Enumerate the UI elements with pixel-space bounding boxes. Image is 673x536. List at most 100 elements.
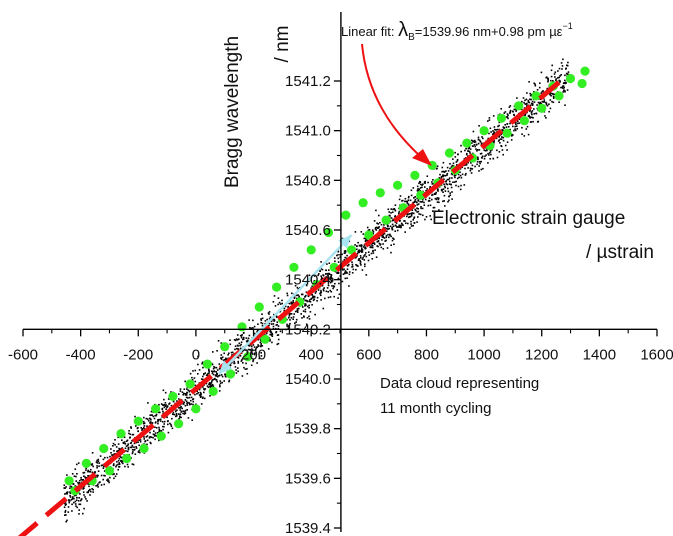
cloud-point [184, 380, 186, 383]
cloud-point [161, 407, 164, 410]
cloud-point [484, 149, 487, 152]
cloud-point [103, 474, 105, 477]
cloud-point [243, 348, 246, 350]
cloud-point [188, 396, 191, 399]
cloud-point [78, 503, 80, 506]
cloud-point [468, 150, 471, 153]
cloud-point [275, 316, 278, 318]
cloud-point [113, 463, 115, 465]
cloud-point [286, 294, 289, 297]
cloud-point [443, 200, 445, 202]
x-tick-label: 600 [356, 346, 381, 363]
cloud-point [475, 148, 477, 150]
cloud-point [479, 139, 481, 142]
cloud-point [297, 294, 299, 296]
x-tick-label: -200 [123, 346, 153, 363]
cloud-point [374, 228, 377, 230]
cloud-point [269, 330, 271, 333]
cloud-point [64, 502, 66, 505]
cloud-point [374, 249, 376, 251]
cloud-point [379, 221, 381, 224]
cloud-point [419, 183, 422, 186]
cloud-point [187, 397, 189, 399]
cloud-point [410, 189, 413, 192]
cloud-point [311, 285, 313, 288]
cloud-point [112, 464, 115, 466]
cloud-point [470, 139, 473, 142]
cloud-point [432, 182, 435, 185]
cloud-point [443, 174, 445, 177]
cloud-point [485, 154, 487, 156]
cloud-point [271, 341, 273, 344]
cloud-point [474, 139, 476, 142]
cloud-point [320, 291, 322, 294]
cloud-point [268, 313, 270, 315]
cloud-point [478, 125, 480, 127]
cloud-point [442, 200, 444, 203]
cloud-point [256, 329, 259, 332]
cloud-point [496, 156, 499, 159]
envelope-point [254, 302, 264, 312]
cloud-point [471, 168, 474, 170]
cloud-point [243, 331, 245, 334]
cloud-point [468, 147, 471, 149]
cloud-point [413, 212, 415, 215]
cloud-point [64, 487, 66, 489]
cloud-point [211, 380, 213, 382]
cloud-point [283, 307, 286, 310]
cloud-point [189, 393, 191, 396]
cloud-point [509, 128, 511, 131]
cloud-point [188, 402, 191, 404]
cloud-point [329, 278, 332, 281]
cloud-point [64, 504, 67, 506]
cloud-point [186, 401, 189, 404]
cloud-point [305, 304, 307, 307]
cloud-point [432, 210, 434, 212]
y-tick-label: 1540.6 [285, 222, 331, 239]
cloud-point [452, 158, 454, 160]
cloud-point [329, 281, 332, 284]
cloud-point [211, 372, 214, 375]
cloud-point [321, 277, 323, 279]
cloud-point [410, 213, 413, 216]
envelope-point [208, 386, 218, 396]
cloud-point [387, 228, 389, 230]
cloud-point [395, 222, 398, 224]
cloud-point [124, 447, 127, 450]
cloud-point [514, 128, 516, 130]
cloud-point [500, 145, 503, 148]
cloud-point [257, 344, 259, 346]
cloud-point [479, 141, 482, 143]
envelope-point [364, 230, 374, 240]
y-tick-label: 1539.6 [285, 470, 331, 487]
cloud-point [479, 162, 481, 165]
cloud-point [370, 246, 373, 249]
cloud-point [390, 217, 393, 219]
cloud-point [135, 441, 138, 444]
cloud-point [566, 89, 569, 91]
envelope-point [289, 262, 299, 272]
cloud-point [522, 97, 525, 99]
cloud-point [170, 425, 173, 427]
cloud-point [557, 70, 559, 72]
cloud-point [196, 393, 198, 395]
cloud-point [307, 305, 309, 308]
cloud-point [420, 206, 422, 208]
cloud-point [268, 324, 270, 327]
cloud-point [343, 250, 346, 252]
cloud-point [240, 336, 243, 339]
y-axis-title: Bragg wavelength [222, 36, 243, 188]
cloud-point [281, 302, 283, 305]
cloud-point [447, 187, 449, 190]
cloud-point [365, 252, 367, 254]
cloud-point [129, 437, 131, 439]
cloud-point [565, 68, 567, 70]
cloud-point [560, 74, 562, 76]
cloud-point [249, 344, 251, 347]
cloud-point [502, 153, 504, 156]
cloud-point [63, 484, 66, 486]
cloud-point [268, 318, 271, 320]
cloud-point [498, 128, 500, 131]
cloud-point [506, 149, 508, 151]
cloud-point [234, 339, 237, 342]
